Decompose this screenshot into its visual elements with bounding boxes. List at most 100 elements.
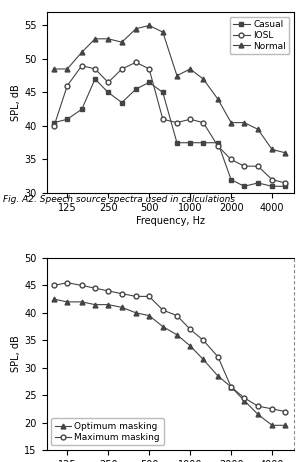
- IOSL: [65, 83, 69, 89]
- Normal: [93, 36, 97, 42]
- Maximum masking: [175, 313, 179, 318]
- Optimum masking: [161, 324, 165, 329]
- IOSL: [52, 123, 56, 129]
- Normal: [65, 66, 69, 72]
- X-axis label: Frequency, Hz: Frequency, Hz: [136, 215, 205, 225]
- Maximum masking: [106, 288, 110, 294]
- IOSL: [147, 66, 151, 72]
- Optimum masking: [120, 304, 124, 310]
- Casual: [65, 116, 69, 122]
- Maximum masking: [270, 406, 274, 412]
- Casual: [120, 100, 124, 105]
- IOSL: [80, 63, 84, 68]
- Optimum masking: [256, 412, 260, 417]
- Maximum masking: [52, 283, 56, 288]
- IOSL: [270, 177, 274, 182]
- Casual: [161, 90, 165, 95]
- Normal: [284, 150, 287, 156]
- Casual: [106, 90, 110, 95]
- IOSL: [284, 180, 287, 186]
- Normal: [52, 66, 56, 72]
- IOSL: [175, 120, 179, 125]
- Casual: [147, 79, 151, 85]
- IOSL: [188, 116, 192, 122]
- Line: Optimum masking: Optimum masking: [52, 297, 288, 428]
- Optimum masking: [216, 373, 220, 379]
- Casual: [93, 76, 97, 82]
- Optimum masking: [242, 398, 246, 403]
- Line: Normal: Normal: [52, 23, 288, 155]
- Normal: [216, 97, 220, 102]
- IOSL: [161, 116, 165, 122]
- Maximum masking: [134, 294, 138, 299]
- Optimum masking: [188, 343, 192, 348]
- Normal: [80, 49, 84, 55]
- Y-axis label: SPL, dB: SPL, dB: [11, 84, 22, 121]
- Optimum masking: [80, 299, 84, 304]
- Optimum masking: [270, 423, 274, 428]
- Casual: [134, 86, 138, 92]
- IOSL: [242, 164, 246, 169]
- Casual: [256, 180, 260, 186]
- Text: Fig. A2. Speech source spectra used in calculations: Fig. A2. Speech source spectra used in c…: [3, 195, 235, 204]
- Normal: [202, 76, 205, 82]
- Maximum masking: [147, 294, 151, 299]
- Maximum masking: [93, 286, 97, 291]
- IOSL: [106, 79, 110, 85]
- Maximum masking: [202, 338, 205, 343]
- Normal: [270, 146, 274, 152]
- Normal: [175, 73, 179, 79]
- Line: Maximum masking: Maximum masking: [52, 280, 288, 414]
- Optimum masking: [175, 332, 179, 338]
- Casual: [216, 140, 220, 146]
- IOSL: [256, 164, 260, 169]
- IOSL: [134, 60, 138, 65]
- Optimum masking: [65, 299, 69, 304]
- Optimum masking: [106, 302, 110, 307]
- Line: Casual: Casual: [52, 77, 288, 188]
- Y-axis label: SPL, dB: SPL, dB: [11, 335, 22, 372]
- Maximum masking: [120, 291, 124, 297]
- Casual: [284, 183, 287, 189]
- Optimum masking: [52, 296, 56, 302]
- Maximum masking: [216, 354, 220, 359]
- Maximum masking: [80, 283, 84, 288]
- IOSL: [120, 66, 124, 72]
- Maximum masking: [284, 409, 287, 414]
- Casual: [188, 140, 192, 146]
- Maximum masking: [188, 327, 192, 332]
- Normal: [120, 39, 124, 45]
- Maximum masking: [65, 280, 69, 286]
- IOSL: [229, 157, 233, 162]
- Maximum masking: [161, 307, 165, 313]
- Optimum masking: [202, 357, 205, 362]
- Casual: [242, 183, 246, 189]
- IOSL: [216, 143, 220, 149]
- Normal: [134, 26, 138, 31]
- Normal: [242, 120, 246, 125]
- Normal: [188, 66, 192, 72]
- Legend: Optimum masking, Maximum masking: Optimum masking, Maximum masking: [51, 419, 164, 445]
- IOSL: [93, 66, 97, 72]
- Optimum masking: [134, 310, 138, 316]
- Normal: [229, 120, 233, 125]
- Normal: [161, 30, 165, 35]
- Casual: [52, 120, 56, 125]
- Casual: [175, 140, 179, 146]
- Optimum masking: [93, 302, 97, 307]
- Casual: [229, 177, 233, 182]
- Maximum masking: [256, 403, 260, 409]
- Normal: [106, 36, 110, 42]
- Optimum masking: [284, 423, 287, 428]
- Normal: [256, 127, 260, 132]
- IOSL: [202, 120, 205, 125]
- Normal: [147, 23, 151, 28]
- Maximum masking: [229, 384, 233, 389]
- Casual: [80, 106, 84, 112]
- Optimum masking: [229, 384, 233, 389]
- Legend: Casual, IOSL, Normal: Casual, IOSL, Normal: [230, 17, 290, 55]
- Casual: [202, 140, 205, 146]
- Maximum masking: [242, 395, 246, 401]
- Optimum masking: [147, 313, 151, 318]
- Casual: [270, 183, 274, 189]
